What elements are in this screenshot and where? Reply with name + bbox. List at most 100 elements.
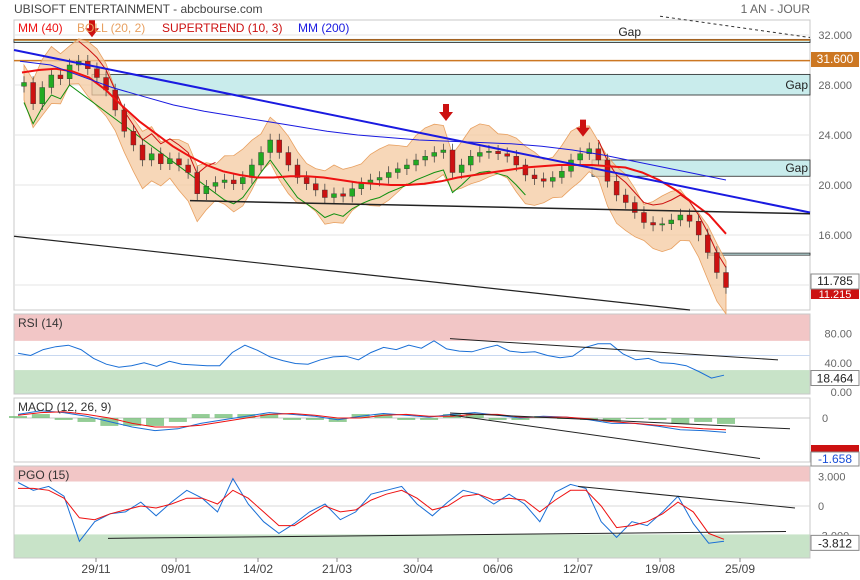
candle-body — [540, 178, 547, 182]
x-axis-label: 12/07 — [563, 562, 593, 576]
rsi-badge — [810, 370, 860, 387]
candle-body — [577, 153, 583, 161]
long-term-downtrend-line — [13, 235, 691, 311]
candle-body — [404, 164, 410, 169]
x-axis-label: 25/09 — [725, 562, 755, 576]
macd-line — [17, 410, 727, 433]
candle-body — [559, 171, 565, 178]
candle-body — [185, 164, 191, 173]
candle-body — [513, 156, 520, 166]
candle-body — [340, 193, 346, 197]
x-axis-label: 21/03 — [322, 562, 352, 576]
candle-body — [203, 186, 210, 194]
macd-histogram-bar — [283, 418, 302, 420]
candle-body — [413, 159, 419, 166]
candle-body — [522, 164, 529, 176]
price-badge-value: 11.785 — [817, 274, 853, 288]
candle-body — [650, 222, 656, 226]
candle-body — [240, 177, 246, 184]
candle-body — [376, 177, 383, 181]
candle-body — [194, 172, 200, 194]
candle-body — [431, 152, 437, 157]
candle-body — [495, 151, 501, 154]
sell-arrow-icon — [85, 20, 99, 38]
rsi-badge-value: 18.464 — [817, 372, 854, 386]
price-badge — [810, 273, 860, 290]
gap-label: Gap — [785, 161, 808, 175]
pgo-tick-label: 0 — [818, 501, 824, 513]
dashed-trendline — [659, 15, 811, 38]
candle-body — [258, 152, 264, 166]
pgo-trendline — [577, 485, 796, 509]
pgo-badge — [810, 534, 860, 551]
candle-body — [313, 183, 319, 191]
candle-body — [395, 168, 401, 173]
rsi-line — [17, 340, 725, 379]
candle-body — [705, 234, 711, 253]
pgo-oversold-zone — [14, 534, 810, 558]
rsi-tick-label: 40.00 — [824, 358, 852, 370]
macd-tick-label: 0 — [822, 413, 828, 425]
rsi-overbought-zone — [14, 314, 810, 341]
candle-body — [677, 214, 684, 221]
macd-histogram-bar — [420, 418, 439, 420]
candle-body — [385, 172, 392, 178]
pgo-overbought-zone — [14, 466, 810, 482]
macd-badge-value: -1.658 — [818, 452, 852, 466]
candle-body — [449, 149, 456, 173]
candle-body — [686, 214, 693, 222]
macd-histogram-bar — [511, 418, 530, 420]
candle-body — [57, 74, 64, 79]
macd-trendline-upper — [449, 412, 791, 430]
macd-histogram-bar — [9, 416, 27, 418]
macd-histogram-bar — [465, 414, 484, 418]
candle-body — [668, 219, 674, 224]
pgo-tick-label: 3.000 — [818, 472, 846, 484]
candle-body — [586, 148, 592, 154]
legend-mm40: MM (40) — [18, 21, 63, 35]
macd-histogram-bar — [488, 418, 507, 420]
pgo-badge-value: -3.812 — [818, 536, 852, 550]
pgo-line — [17, 477, 725, 544]
sell-arrow-icon — [439, 104, 453, 121]
candle-body — [139, 144, 146, 161]
macd-trendline-lower — [449, 414, 761, 459]
macd-histogram-bar — [191, 414, 210, 418]
macd-histogram-bar — [168, 418, 187, 422]
rsi-trendline — [449, 338, 779, 361]
candle-body — [531, 174, 538, 179]
candle-body — [322, 189, 328, 198]
macd-signal-line — [17, 411, 727, 431]
candle-body — [331, 193, 337, 198]
candle-body — [158, 153, 164, 164]
x-axis-label: 29/11 — [81, 562, 110, 576]
price-tick-label: 24.000 — [818, 130, 852, 142]
macd-title: MACD (12, 26, 9) — [18, 400, 111, 414]
candle-body — [504, 153, 510, 157]
resistance-badge — [811, 52, 859, 67]
candle-body — [294, 164, 301, 178]
bollinger-band — [23, 38, 727, 316]
macd-histogram-bar — [214, 414, 233, 418]
resistance-badge-value: 31.600 — [817, 52, 854, 66]
gap-zone — [707, 252, 811, 256]
candle-body — [21, 82, 27, 87]
macd-badge — [810, 451, 860, 467]
gap-label: Gap — [618, 25, 641, 39]
candle-body — [349, 188, 355, 197]
candle-body — [486, 151, 492, 153]
macd-histogram-bar — [397, 418, 416, 420]
candle-body — [94, 68, 100, 78]
mm200-line — [19, 60, 727, 181]
candle-body — [458, 164, 465, 173]
candle-body — [613, 181, 620, 196]
supertrend-down-line — [78, 40, 216, 175]
macd-histogram-bar — [31, 414, 50, 418]
macd-histogram-bar — [671, 418, 690, 424]
macd-histogram-bar — [602, 418, 621, 422]
macd-histogram-bar — [648, 418, 667, 420]
x-axis-label: 14/02 — [243, 562, 273, 576]
macd-histogram-bar — [305, 418, 324, 420]
downtrend-line — [13, 49, 811, 214]
